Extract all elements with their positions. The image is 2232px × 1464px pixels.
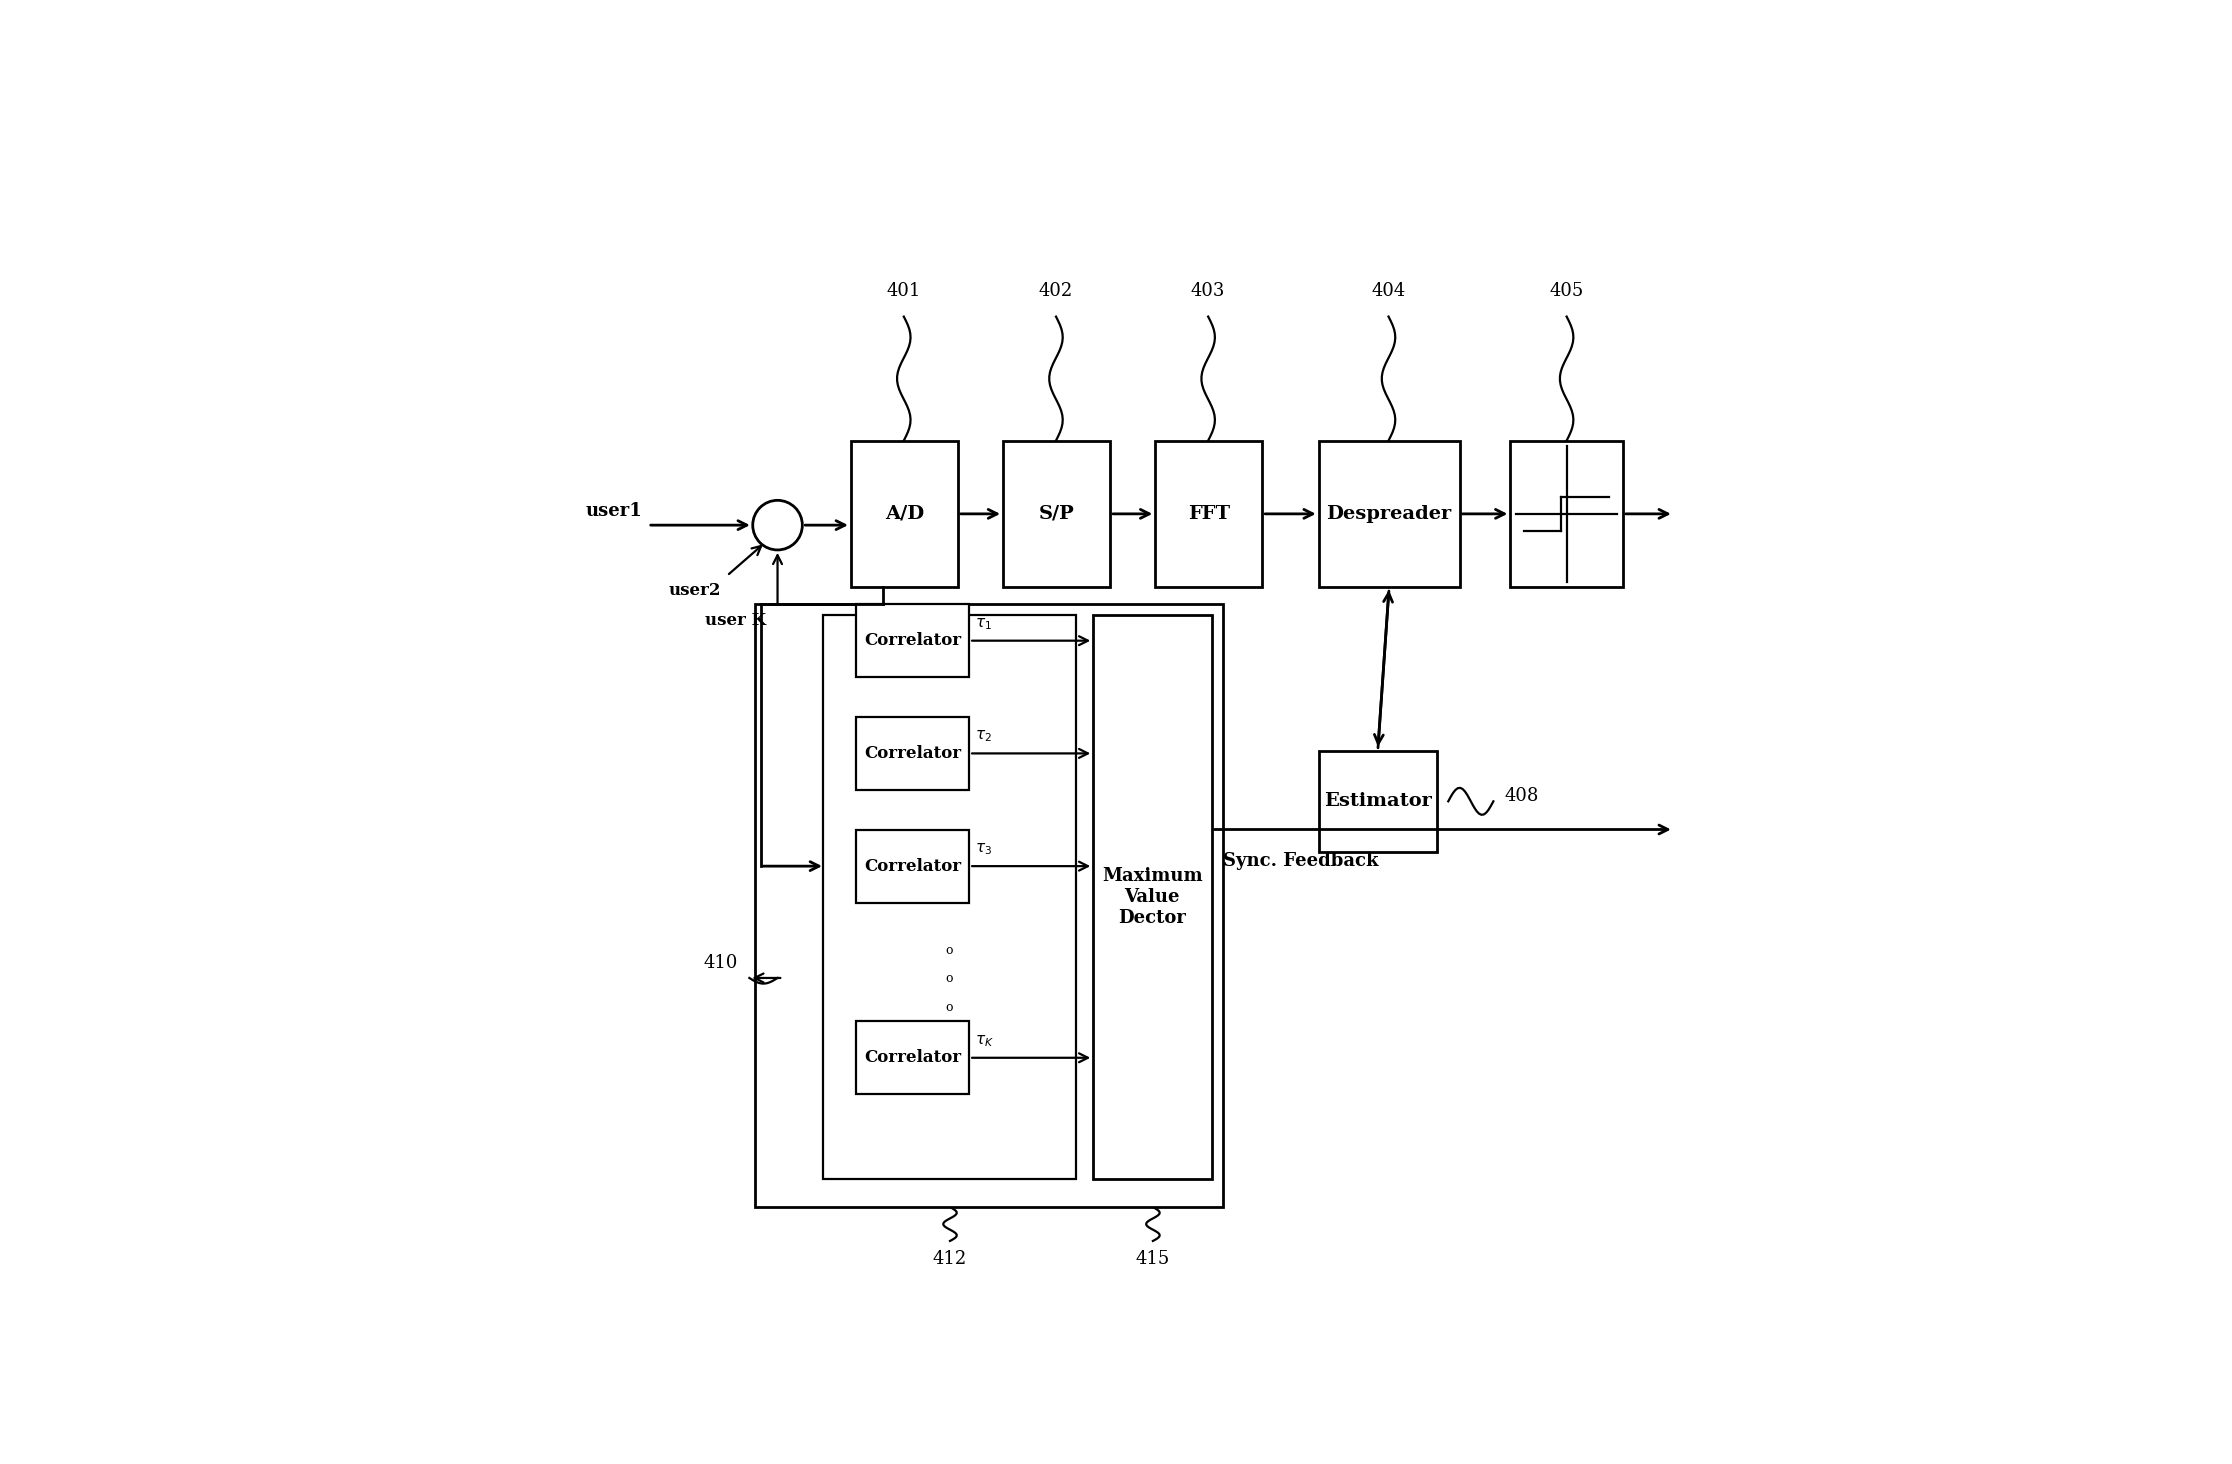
Text: $\tau_K$: $\tau_K$	[975, 1034, 993, 1048]
Text: o: o	[946, 1000, 953, 1013]
Text: $\tau_3$: $\tau_3$	[975, 842, 991, 856]
Text: A/D: A/D	[884, 505, 924, 523]
Bar	[857, 605, 969, 678]
Bar	[850, 441, 958, 587]
Bar	[824, 615, 1076, 1179]
Text: Maximum
Value
Dector: Maximum Value Dector	[1103, 867, 1203, 927]
Text: user2: user2	[670, 581, 721, 599]
Text: 415: 415	[1136, 1250, 1170, 1268]
Text: o: o	[946, 972, 953, 985]
Text: Despreader: Despreader	[1326, 505, 1451, 523]
Circle shape	[752, 501, 801, 550]
Bar	[1094, 615, 1212, 1179]
Bar	[1319, 751, 1437, 852]
Bar	[857, 717, 969, 791]
Text: Correlator: Correlator	[864, 632, 962, 649]
Bar	[1511, 441, 1623, 587]
Bar	[1156, 441, 1263, 587]
Bar	[857, 830, 969, 903]
Bar	[1002, 441, 1109, 587]
Text: 410: 410	[703, 955, 739, 972]
Bar	[754, 605, 1223, 1208]
Text: 408: 408	[1504, 786, 1540, 805]
Text: Correlator: Correlator	[864, 858, 962, 874]
Bar	[1319, 441, 1460, 587]
Text: user1: user1	[585, 502, 643, 520]
Text: S/P: S/P	[1038, 505, 1074, 523]
Text: 404: 404	[1370, 281, 1406, 300]
Text: Estimator: Estimator	[1324, 792, 1431, 810]
Text: 401: 401	[886, 281, 922, 300]
Text: Correlator: Correlator	[864, 1050, 962, 1066]
Text: Sync. Feedback: Sync. Feedback	[1223, 852, 1379, 870]
Text: 412: 412	[933, 1250, 966, 1268]
Text: user K: user K	[705, 612, 766, 630]
Text: $\tau_2$: $\tau_2$	[975, 729, 991, 744]
Text: $\tau_1$: $\tau_1$	[975, 616, 991, 631]
Text: 403: 403	[1192, 281, 1225, 300]
Text: 402: 402	[1038, 281, 1074, 300]
Bar	[857, 1022, 969, 1095]
Text: 405: 405	[1549, 281, 1585, 300]
Text: o: o	[946, 944, 953, 957]
Text: Correlator: Correlator	[864, 745, 962, 761]
Text: FFT: FFT	[1187, 505, 1230, 523]
